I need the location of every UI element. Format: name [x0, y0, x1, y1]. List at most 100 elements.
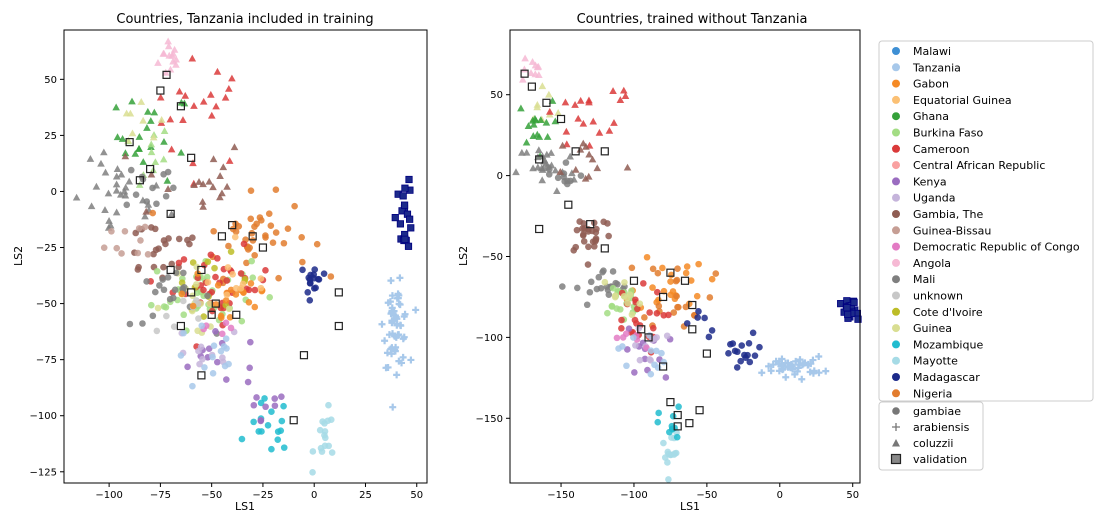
right-y-axis-label: LS2 — [457, 246, 470, 266]
point-gambia-the-circle — [591, 243, 598, 250]
point-mali-circle — [595, 273, 603, 281]
point-mayotte-circle — [665, 476, 672, 483]
left-x-axis-label: LS1 — [235, 500, 255, 513]
point-kenya-circle — [662, 374, 670, 381]
point-nigeria-circle — [253, 220, 260, 228]
validation-marker — [166, 209, 175, 218]
validation-marker — [637, 325, 646, 334]
point-mali-triangle — [512, 168, 520, 176]
point-mali-circle — [564, 180, 571, 188]
point-gabon-circle — [232, 291, 240, 298]
point-burkina-faso-circle — [153, 267, 161, 275]
point-cameroon-triangle — [167, 145, 176, 153]
legend-label: Ghana — [913, 110, 949, 123]
point-uganda-circle — [632, 342, 639, 349]
point-nigeria-circle — [249, 237, 257, 244]
legend-label: Mali — [913, 273, 935, 286]
point-madagascar-square — [854, 315, 862, 323]
validation-marker — [685, 419, 694, 428]
point-tanzania-plus — [799, 360, 807, 368]
y-tick-label: −50 — [482, 252, 503, 263]
point-tanzania-plus — [792, 357, 800, 365]
point-mozambique-circle — [668, 422, 676, 430]
point-madagascar-circle — [746, 358, 754, 366]
point-cameroon-triangle — [571, 101, 579, 108]
point-mali-triangle — [518, 148, 526, 156]
point-tanzania-plus — [378, 320, 386, 328]
point-gambia-the-circle — [585, 243, 592, 251]
point-madagascar-circle — [299, 266, 306, 274]
point-tanzania-plus — [394, 331, 402, 339]
point-gambia-the-triangle — [579, 139, 588, 147]
legend-marker — [892, 242, 900, 251]
point-mayotte-circle — [309, 448, 317, 455]
point-mali-circle — [554, 174, 562, 182]
point-cote-d-ivoire-circle — [211, 264, 218, 272]
point-burkina-faso-circle — [162, 304, 170, 311]
point-angola-triangle — [169, 49, 177, 57]
point-mali-circle — [587, 278, 595, 286]
legend-marker — [892, 128, 900, 137]
point-mali-triangle — [547, 149, 555, 156]
point-equatorial-guinea-circle — [257, 275, 265, 282]
point-gabon-circle — [214, 281, 222, 289]
point-ghana-triangle — [529, 132, 538, 140]
point-kenya-circle — [624, 346, 631, 353]
validation-marker — [527, 82, 536, 91]
y-tick-label: −100 — [476, 333, 503, 344]
point-mali-circle — [180, 269, 187, 277]
point-ghana-triangle — [118, 135, 127, 142]
point-nigeria-circle — [265, 210, 273, 217]
marker-legend-frame — [878, 401, 984, 471]
point-mozambique-circle — [261, 395, 268, 402]
point-mali-triangle — [537, 164, 546, 172]
point-cameroon-triangle — [190, 102, 198, 109]
point-guinea-circle — [623, 294, 631, 302]
point-ghana-triangle — [135, 132, 144, 140]
point-mozambique-circle — [666, 428, 673, 436]
point-tanzania-plus — [381, 337, 389, 345]
point-angola-triangle — [521, 54, 529, 62]
point-gambia-the-triangle — [219, 163, 228, 171]
point-gambia-the-triangle — [205, 177, 214, 185]
legend-label: Malawi — [913, 45, 951, 58]
point-mayotte-circle — [664, 459, 671, 466]
validation-marker — [232, 310, 241, 319]
point-ghana-triangle — [128, 97, 136, 105]
point-democratic-republic-of-congo-circle — [622, 330, 630, 337]
point-mali-triangle — [121, 191, 130, 199]
point-nigeria-circle — [655, 302, 663, 310]
point-equatorial-guinea-circle — [204, 278, 212, 286]
point-mali-circle — [149, 184, 156, 192]
point-gambia-the-circle — [151, 225, 159, 233]
point-nigeria-circle — [291, 202, 298, 210]
point-democratic-republic-of-congo-circle — [227, 324, 235, 332]
point-uganda-circle — [663, 332, 671, 340]
point-unknown-circle — [180, 297, 187, 305]
right-scatter-points — [512, 54, 862, 483]
point-guinea-circle — [154, 304, 162, 312]
validation-marker — [644, 333, 653, 342]
point-gambia-the-triangle — [581, 174, 590, 182]
point-mali-triangle — [113, 165, 122, 172]
point-cameroon-triangle — [621, 92, 630, 100]
point-ghana-triangle — [113, 133, 122, 141]
validation-marker — [217, 232, 227, 241]
point-tanzania-plus — [774, 360, 782, 368]
point-gambia-the-circle — [132, 229, 140, 237]
right-plot-frame — [509, 29, 861, 484]
point-madagascar-circle — [694, 314, 701, 321]
point-gabon-circle — [251, 303, 259, 311]
validation-marker — [666, 398, 675, 407]
point-nigeria-circle — [210, 227, 217, 235]
point-mayotte-circle — [325, 442, 333, 450]
point-tanzania-circle — [220, 343, 228, 350]
point-cameroon-circle — [262, 267, 269, 274]
point-gambia-the-triangle — [209, 155, 218, 163]
point-uganda-circle — [219, 354, 226, 361]
point-mali-triangle — [121, 183, 130, 191]
point-nigeria-circle — [706, 294, 714, 301]
point-madagascar-circle — [312, 284, 319, 292]
validation-marker — [146, 164, 155, 174]
point-equatorial-guinea-circle — [232, 284, 240, 292]
